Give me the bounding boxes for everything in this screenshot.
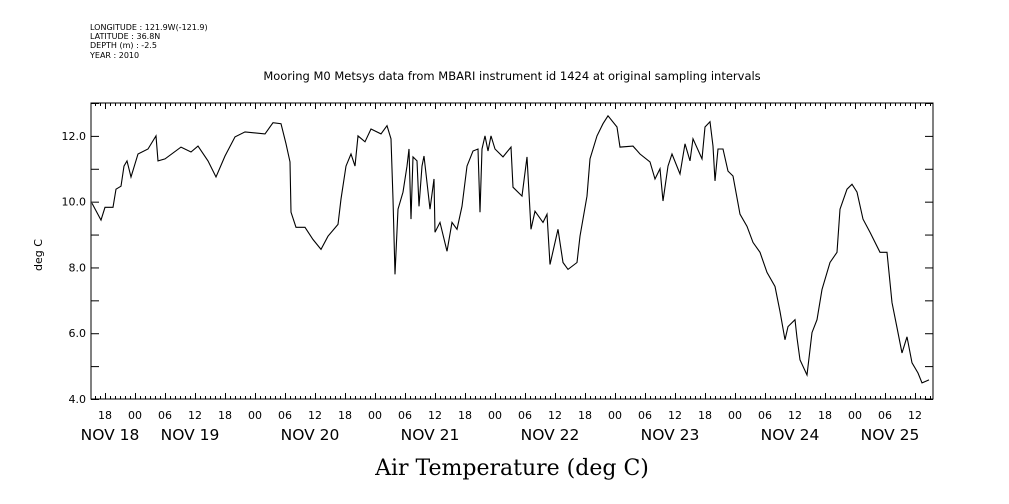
header-latitude: LATITUDE : 36.8N — [90, 32, 160, 41]
x-hour-label: 12 — [428, 409, 442, 422]
x-hour-label: 12 — [548, 409, 562, 422]
x-day-label: NOV 20 — [281, 426, 340, 444]
y-axis-label: deg C — [32, 239, 45, 271]
header-year: YEAR : 2010 — [89, 51, 139, 60]
x-day-label: NOV 19 — [161, 426, 220, 444]
x-day-label: NOV 25 — [861, 426, 920, 444]
x-hour-label: 06 — [518, 409, 532, 422]
x-hour-label: 18 — [698, 409, 712, 422]
x-hour-label: 12 — [908, 409, 922, 422]
plot-frame — [90, 102, 934, 400]
header-longitude: LONGITUDE : 121.9W(-121.9) — [90, 23, 208, 32]
x-day-label: NOV 23 — [641, 426, 700, 444]
x-hour-label: 00 — [848, 409, 862, 422]
x-axis-title: Air Temperature (deg C) — [374, 456, 649, 481]
chart-title: Mooring M0 Metsys data from MBARI instru… — [263, 69, 760, 83]
x-day-label: NOV 21 — [401, 426, 460, 444]
x-hour-label: 18 — [578, 409, 592, 422]
x-hour-label: 00 — [248, 409, 262, 422]
x-hour-label: 12 — [668, 409, 682, 422]
x-hour-label: 00 — [608, 409, 622, 422]
y-tick-label: 12.0 — [62, 130, 87, 143]
x-hour-label: 18 — [98, 409, 112, 422]
x-hour-label: 12 — [308, 409, 322, 422]
x-hour-label: 18 — [218, 409, 232, 422]
y-tick-label: 6.0 — [69, 327, 87, 340]
series-line-air-temperature — [91, 114, 930, 384]
header-depth: DEPTH (m) : -2.5 — [90, 41, 157, 50]
x-day-label: NOV 18 — [81, 426, 140, 444]
x-hour-label: 00 — [368, 409, 382, 422]
x-hour-label: 00 — [128, 409, 142, 422]
x-hour-label: 18 — [818, 409, 832, 422]
x-hour-label: 06 — [158, 409, 172, 422]
x-day-label: NOV 22 — [521, 426, 580, 444]
x-hour-label: 18 — [458, 409, 472, 422]
x-hour-label: 12 — [788, 409, 802, 422]
y-tick-label: 8.0 — [69, 261, 87, 274]
x-hour-label: 00 — [488, 409, 502, 422]
x-hour-label: 18 — [338, 409, 352, 422]
y-tick-label: 4.0 — [69, 393, 87, 406]
y-tick-label: 10.0 — [62, 196, 87, 209]
x-hour-label: 06 — [398, 409, 412, 422]
x-hour-label: 06 — [278, 409, 292, 422]
x-hour-label: 12 — [188, 409, 202, 422]
x-hour-label: 06 — [638, 409, 652, 422]
x-hour-label: 06 — [758, 409, 772, 422]
x-hour-label: 00 — [728, 409, 742, 422]
x-hour-label: 06 — [878, 409, 892, 422]
x-day-label: NOV 24 — [761, 426, 820, 444]
